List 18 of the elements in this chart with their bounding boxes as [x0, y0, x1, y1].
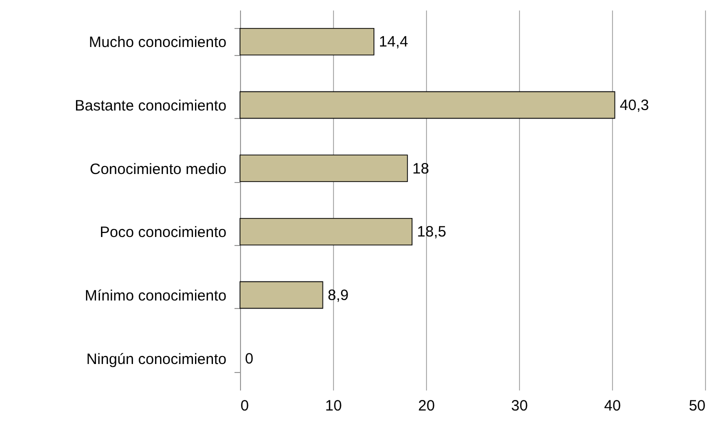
x-tick-label: 50 — [688, 398, 706, 414]
x-tick-label: 10 — [325, 398, 342, 414]
y-tick-label: Mínimo conocimiento — [84, 288, 226, 304]
y-tick-label: Mucho conocimiento — [88, 34, 226, 52]
data-label: 8,9 — [328, 287, 349, 304]
y-tick-label: Conocimiento medio — [90, 160, 226, 178]
x-tick-label: 30 — [511, 398, 528, 414]
x-tick-label: 40 — [604, 398, 621, 414]
data-label: 18,5 — [417, 224, 446, 241]
y-tick-label: Ningún conocimiento — [86, 350, 226, 368]
data-label: 14,4 — [378, 34, 408, 51]
data-label: 18 — [412, 160, 430, 178]
data-label: 40,3 — [620, 97, 649, 114]
x-tick-label: 20 — [418, 398, 435, 414]
y-tick-label: Poco conocimiento — [100, 224, 226, 242]
y-tick-label: Bastante conocimiento — [74, 98, 226, 114]
x-tick-label: 0 — [240, 398, 249, 414]
data-label: 0 — [245, 350, 254, 368]
